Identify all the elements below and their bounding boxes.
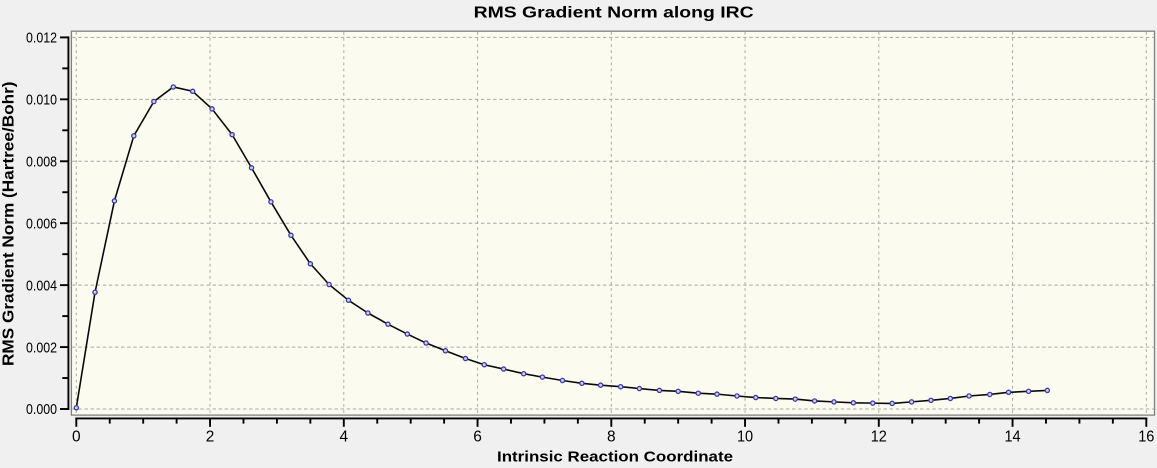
svg-text:2: 2 — [206, 429, 215, 446]
svg-text:Intrinsic Reaction Coordinate: Intrinsic Reaction Coordinate — [497, 448, 733, 465]
svg-text:0.002: 0.002 — [26, 339, 57, 356]
svg-text:0.010: 0.010 — [26, 92, 57, 109]
svg-text:16: 16 — [1138, 429, 1154, 446]
svg-text:10: 10 — [737, 429, 753, 446]
svg-text:8: 8 — [607, 429, 616, 446]
svg-text:RMS Gradient Norm along IRC: RMS Gradient Norm along IRC — [474, 4, 755, 21]
svg-text:14: 14 — [1004, 429, 1020, 446]
svg-text:RMS Gradient Norm (Hartree/Boh: RMS Gradient Norm (Hartree/Bohr) — [1, 82, 18, 367]
svg-text:0.000: 0.000 — [26, 401, 57, 418]
svg-text:12: 12 — [871, 429, 887, 446]
svg-text:0.012: 0.012 — [26, 30, 57, 47]
svg-text:0.006: 0.006 — [26, 215, 57, 232]
svg-text:4: 4 — [340, 429, 349, 446]
svg-text:0.008: 0.008 — [26, 153, 57, 170]
svg-text:0: 0 — [72, 429, 81, 446]
svg-text:6: 6 — [473, 429, 482, 446]
svg-text:0.004: 0.004 — [26, 277, 57, 294]
